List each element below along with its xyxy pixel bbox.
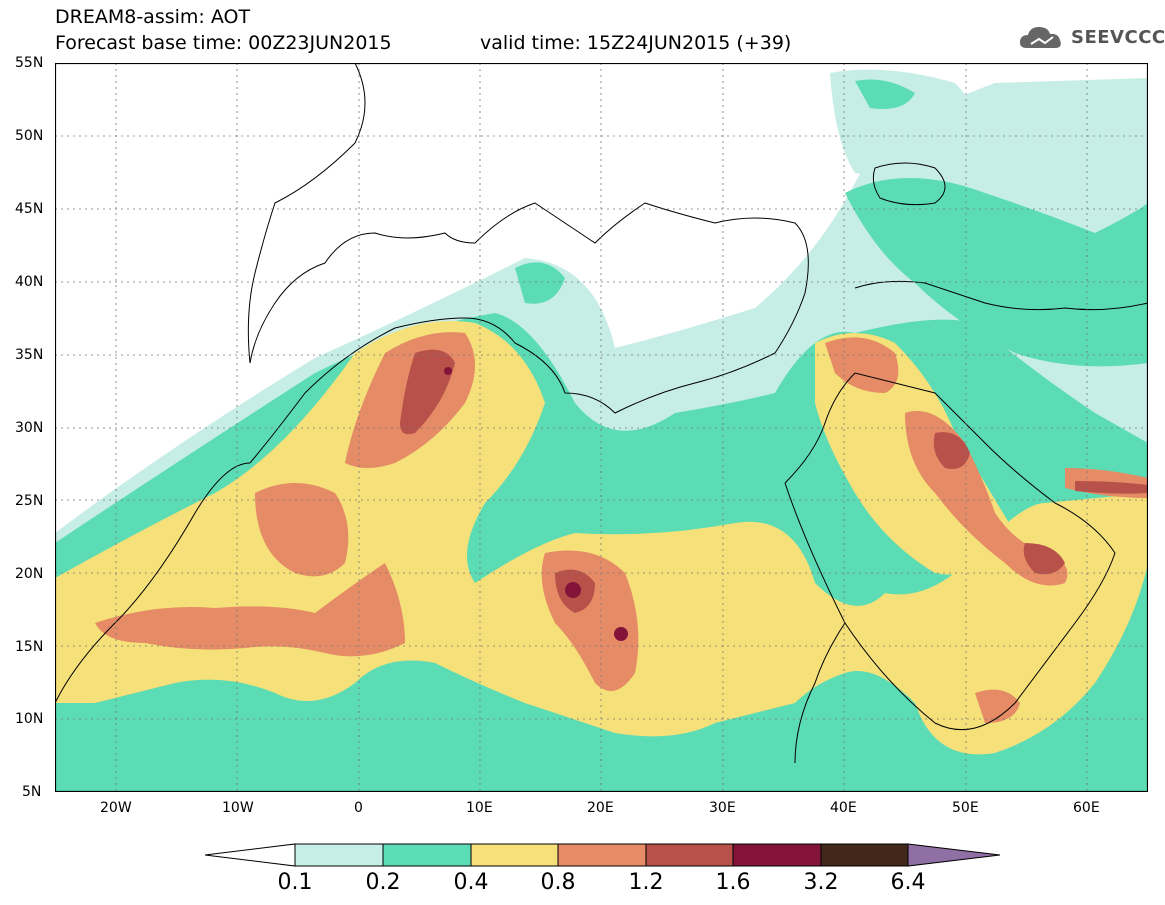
- lon-label: 20W: [100, 800, 132, 816]
- cloud-icon: [1019, 27, 1061, 48]
- colorbar-label: 3.2: [803, 870, 839, 895]
- lat-label: 30N: [15, 420, 44, 436]
- lon-label: 30E: [709, 800, 736, 816]
- lat-label: 10N: [15, 711, 44, 727]
- valid-time: valid time: 15Z24JUN2015 (+39): [480, 32, 792, 54]
- colorbar-swatches: [204, 843, 1001, 867]
- map-canvas: [54, 62, 1149, 793]
- model-title: DREAM8-assim: AOT: [55, 6, 251, 28]
- colorbar-label: 0.4: [453, 870, 489, 895]
- lat-label: 40N: [15, 274, 44, 290]
- colorbar-swatch: [732, 843, 822, 867]
- graticule: [55, 63, 1148, 792]
- lat-label: 20N: [15, 566, 44, 582]
- lat-label: 15N: [15, 639, 44, 655]
- base-time: Forecast base time: 00Z23JUN2015: [55, 32, 392, 54]
- colorbar-label: 1.6: [715, 870, 751, 895]
- lat-label: 35N: [15, 347, 44, 363]
- lon-label: 0: [354, 800, 363, 816]
- lat-label: 5N: [22, 784, 42, 800]
- lat-label: 50N: [15, 128, 44, 144]
- coastlines: [54, 62, 1149, 764]
- colorbar-swatch: [294, 843, 384, 867]
- colorbar-label: 0.2: [365, 870, 401, 895]
- lon-label: 50E: [952, 800, 979, 816]
- lon-label: 20E: [587, 800, 614, 816]
- logo-text: SEEVCCC: [1071, 26, 1165, 48]
- colorbar-label: 0.8: [540, 870, 576, 895]
- colorbar-over-triangle: [907, 843, 1001, 867]
- lon-label: 10E: [466, 800, 493, 816]
- lon-label: 60E: [1073, 800, 1100, 816]
- colorbar-swatch: [382, 843, 472, 867]
- seevccc-logo: SEEVCCC: [1017, 22, 1165, 52]
- colorbar-swatch: [645, 843, 734, 867]
- colorbar-label: 1.2: [628, 870, 664, 895]
- aot-level-1-6: [444, 367, 628, 641]
- aot-map: [54, 62, 1149, 793]
- lat-label: 25N: [15, 493, 44, 509]
- colorbar-label: 0.1: [277, 870, 313, 895]
- colorbar-swatch: [470, 843, 559, 867]
- colorbar-swatch: [557, 843, 647, 867]
- colorbar-under-triangle: [204, 843, 296, 867]
- lon-label: 10W: [222, 800, 254, 816]
- lat-label: 45N: [15, 201, 44, 217]
- colorbar-label: 6.4: [890, 870, 926, 895]
- colorbar: [204, 840, 1001, 870]
- lat-label: 55N: [15, 55, 44, 71]
- colorbar-swatch: [820, 843, 909, 867]
- lon-label: 40E: [830, 800, 857, 816]
